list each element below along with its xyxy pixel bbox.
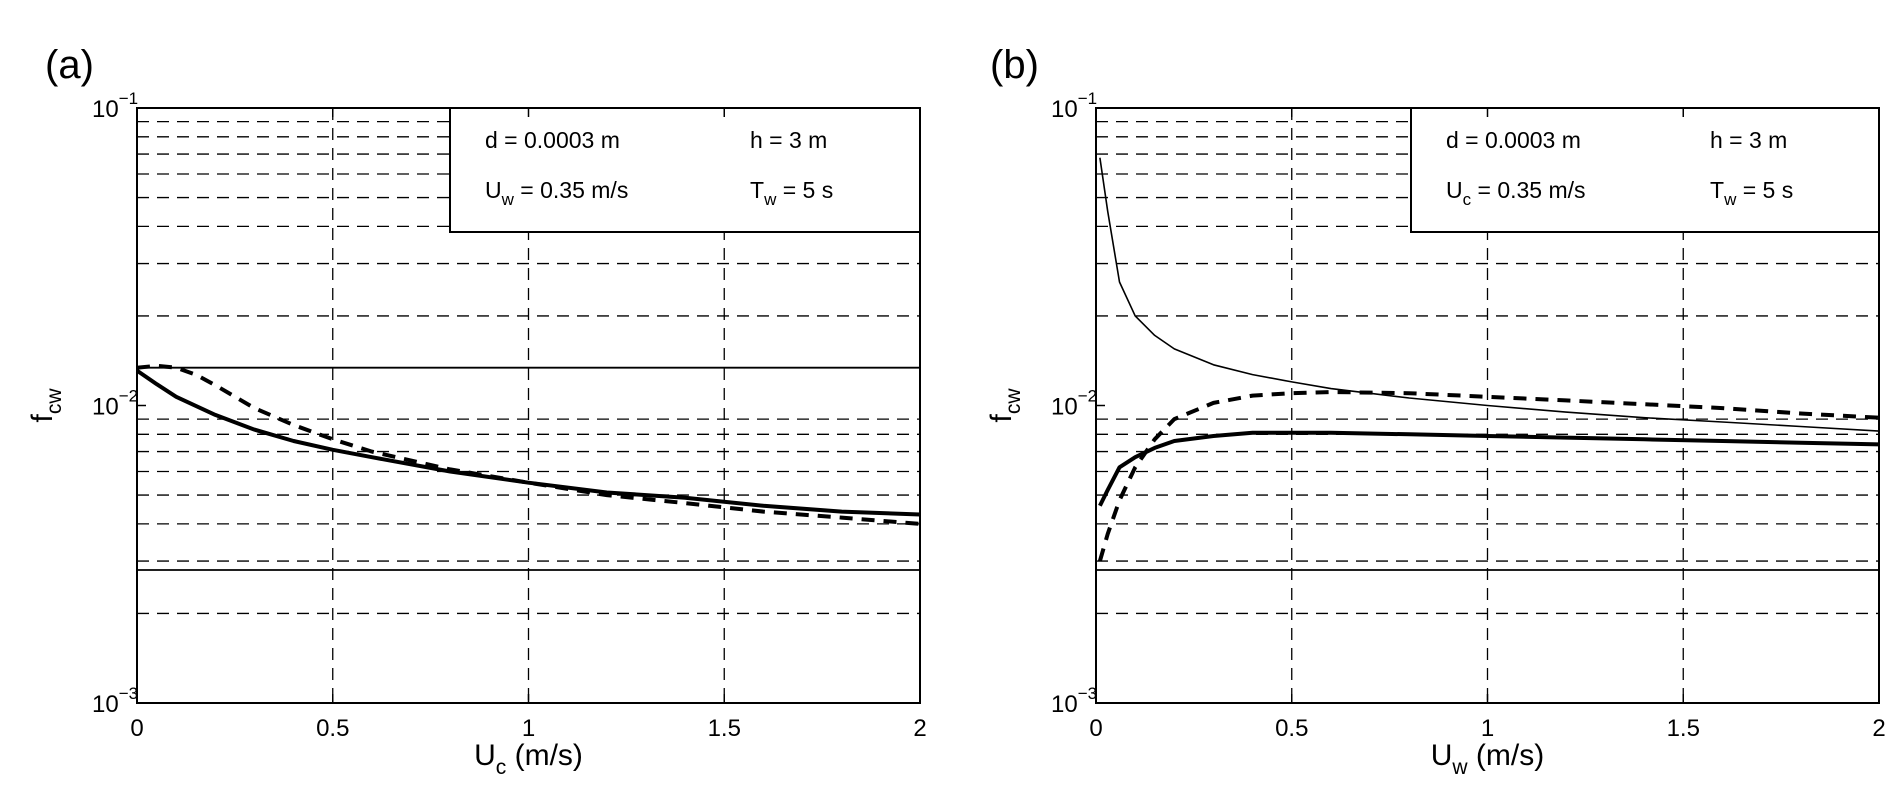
annotation-text: Tw = 5 s: [1710, 177, 1793, 209]
x-tick-label: 0: [1089, 715, 1102, 742]
y-tick-label: 10−2: [1051, 387, 1097, 421]
y-axis-label: fcw: [26, 388, 66, 423]
x-tick-label: 2: [913, 715, 926, 742]
panel-label: (b): [990, 43, 1039, 87]
panel-label: (a): [45, 43, 94, 87]
x-tick-label: 1: [1481, 715, 1494, 742]
x-tick-label: 0: [130, 715, 143, 742]
series-line-solid-thick: [135, 368, 921, 517]
x-tick-label: 1: [522, 715, 535, 742]
series-line-dashed-thick: [136, 363, 921, 526]
x-tick-label: 2: [1872, 715, 1885, 742]
y-tick-label: 10−2: [92, 387, 138, 421]
x-axis-label: Uc (m/s): [474, 739, 583, 779]
chart-panel-a: (a) d = 0.0003 m h = 3 m Uw = 0.35 m/s Tw = …: [26, 43, 927, 779]
y-tick-label: 10−1: [1051, 89, 1097, 123]
y-tick-label: 10−1: [92, 89, 138, 123]
annotation-text: h = 3 m: [1710, 127, 1787, 153]
annotation-text: Uc = 0.35 m/s: [1446, 177, 1586, 209]
y-axis-label: fcw: [985, 388, 1025, 423]
series-line-dashed-thick: [1097, 390, 1880, 562]
x-tick-label: 0.5: [1275, 715, 1308, 742]
x-tick-label: 1.5: [1667, 715, 1700, 742]
series-line-solid-thick: [1098, 430, 1880, 507]
annotation-text: Tw = 5 s: [750, 177, 833, 209]
annotation-text: h = 3 m: [750, 127, 827, 153]
y-tick-label: 10−3: [92, 684, 138, 718]
series-line-solid-thin: [1099, 157, 1880, 432]
chart-panel-b: (b) d = 0.0003 m h = 3 m Uc = 0.35 m/s Tw = …: [985, 43, 1886, 779]
x-axis-label: Uw (m/s): [1431, 739, 1544, 779]
annotation-text: d = 0.0003 m: [1446, 127, 1581, 153]
x-tick-label: 0.5: [316, 715, 349, 742]
annotation-box: [449, 107, 921, 233]
x-tick-label: 1.5: [708, 715, 741, 742]
annotation-text: Uw = 0.35 m/s: [485, 177, 628, 209]
annotation-box: [1410, 107, 1880, 233]
annotation-text: d = 0.0003 m: [485, 127, 620, 153]
y-tick-label: 10−3: [1051, 684, 1097, 718]
